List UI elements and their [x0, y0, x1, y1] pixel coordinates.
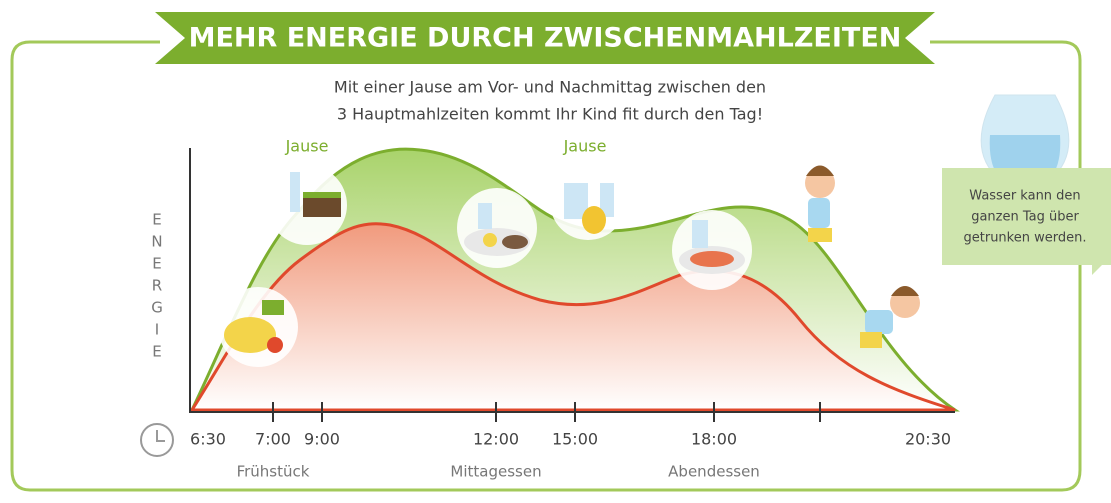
axis-letter: N	[151, 233, 162, 251]
snack-label: Jause	[563, 137, 607, 156]
axis-letter: I	[155, 321, 159, 339]
note-line: Wasser kann den	[969, 189, 1080, 204]
note-line: ganzen Tag über	[971, 210, 1079, 225]
time-label: 18:00	[691, 430, 737, 449]
time-label: 20:30	[905, 430, 951, 449]
meal-label: Frühstück	[237, 463, 310, 481]
axis-letter: E	[152, 211, 161, 229]
clock-icon	[141, 424, 173, 456]
subtitle: Mit einer Jause am Vor- und Nachmittag z…	[334, 78, 766, 97]
time-label: 9:00	[304, 430, 340, 449]
time-label: 12:00	[473, 430, 519, 449]
note-line: getrunken werden.	[964, 231, 1087, 246]
meal-label: Abendessen	[668, 463, 760, 481]
subtitle: 3 Hauptmahlzeiten kommt Ihr Kind fit dur…	[337, 105, 763, 124]
axis-letter: E	[152, 255, 161, 273]
time-label: 7:00	[255, 430, 291, 449]
axis-letter: G	[151, 299, 163, 317]
axis-letter: E	[152, 343, 161, 361]
time-label: 6:30	[190, 430, 226, 449]
axis-letter: R	[152, 277, 162, 295]
page: {"title": "MEHR ENERGIE DURCH ZWISCHENMA…	[0, 0, 1111, 499]
meal-label: Mittagessen	[450, 463, 541, 481]
time-label: 15:00	[552, 430, 598, 449]
title: MEHR ENERGIE DURCH ZWISCHENMAHLZEITEN	[189, 23, 902, 54]
infographic: MEHR ENERGIE DURCH ZWISCHENMAHLZEITEN Mi…	[0, 0, 1111, 499]
water-jug	[981, 95, 1069, 180]
snack-label: Jause	[285, 137, 329, 156]
